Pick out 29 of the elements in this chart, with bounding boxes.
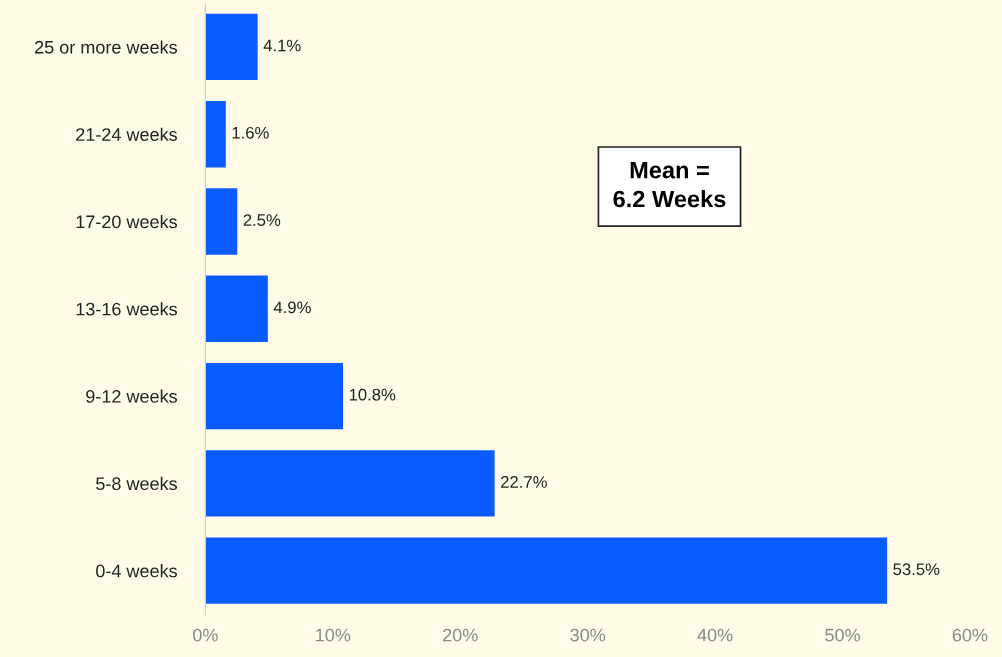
bar bbox=[205, 188, 238, 255]
data-label: 22.7% bbox=[501, 476, 547, 488]
data-label: 4.9% bbox=[273, 301, 311, 314]
y-tick-label: 0-4 weeks bbox=[96, 564, 177, 578]
bar bbox=[205, 101, 226, 168]
bar bbox=[205, 13, 258, 81]
y-tick-label: 25 or more weeks bbox=[35, 40, 177, 54]
bar bbox=[205, 275, 268, 342]
x-tick-label: 60% bbox=[952, 628, 988, 642]
x-tick-label: 30% bbox=[570, 628, 606, 642]
bar bbox=[205, 450, 495, 517]
bar bbox=[205, 537, 888, 604]
bar bbox=[205, 362, 344, 430]
data-label: 2.5% bbox=[243, 214, 281, 226]
annotation: Mean = 6.2 Weeks bbox=[613, 162, 726, 208]
x-tick-label: 10% bbox=[316, 628, 351, 642]
data-label: 4.1% bbox=[263, 39, 301, 52]
y-tick-label: 9-12 weeks bbox=[86, 389, 177, 403]
y-tick-label: 21-24 weeks bbox=[76, 127, 177, 141]
data-label: 10.8% bbox=[349, 388, 396, 401]
data-label: 53.5% bbox=[893, 563, 940, 576]
x-tick-label: 40% bbox=[697, 628, 733, 642]
y-tick-label: 13-16 weeks bbox=[76, 302, 177, 316]
x-tick-label: 20% bbox=[443, 628, 478, 642]
x-tick-label: 50% bbox=[825, 628, 860, 642]
x-tick-label: 0% bbox=[193, 628, 218, 642]
data-label: 1.6% bbox=[232, 126, 269, 139]
y-tick-label: 17-20 weeks bbox=[76, 214, 177, 229]
y-tick-label: 5-8 weeks bbox=[96, 476, 177, 491]
